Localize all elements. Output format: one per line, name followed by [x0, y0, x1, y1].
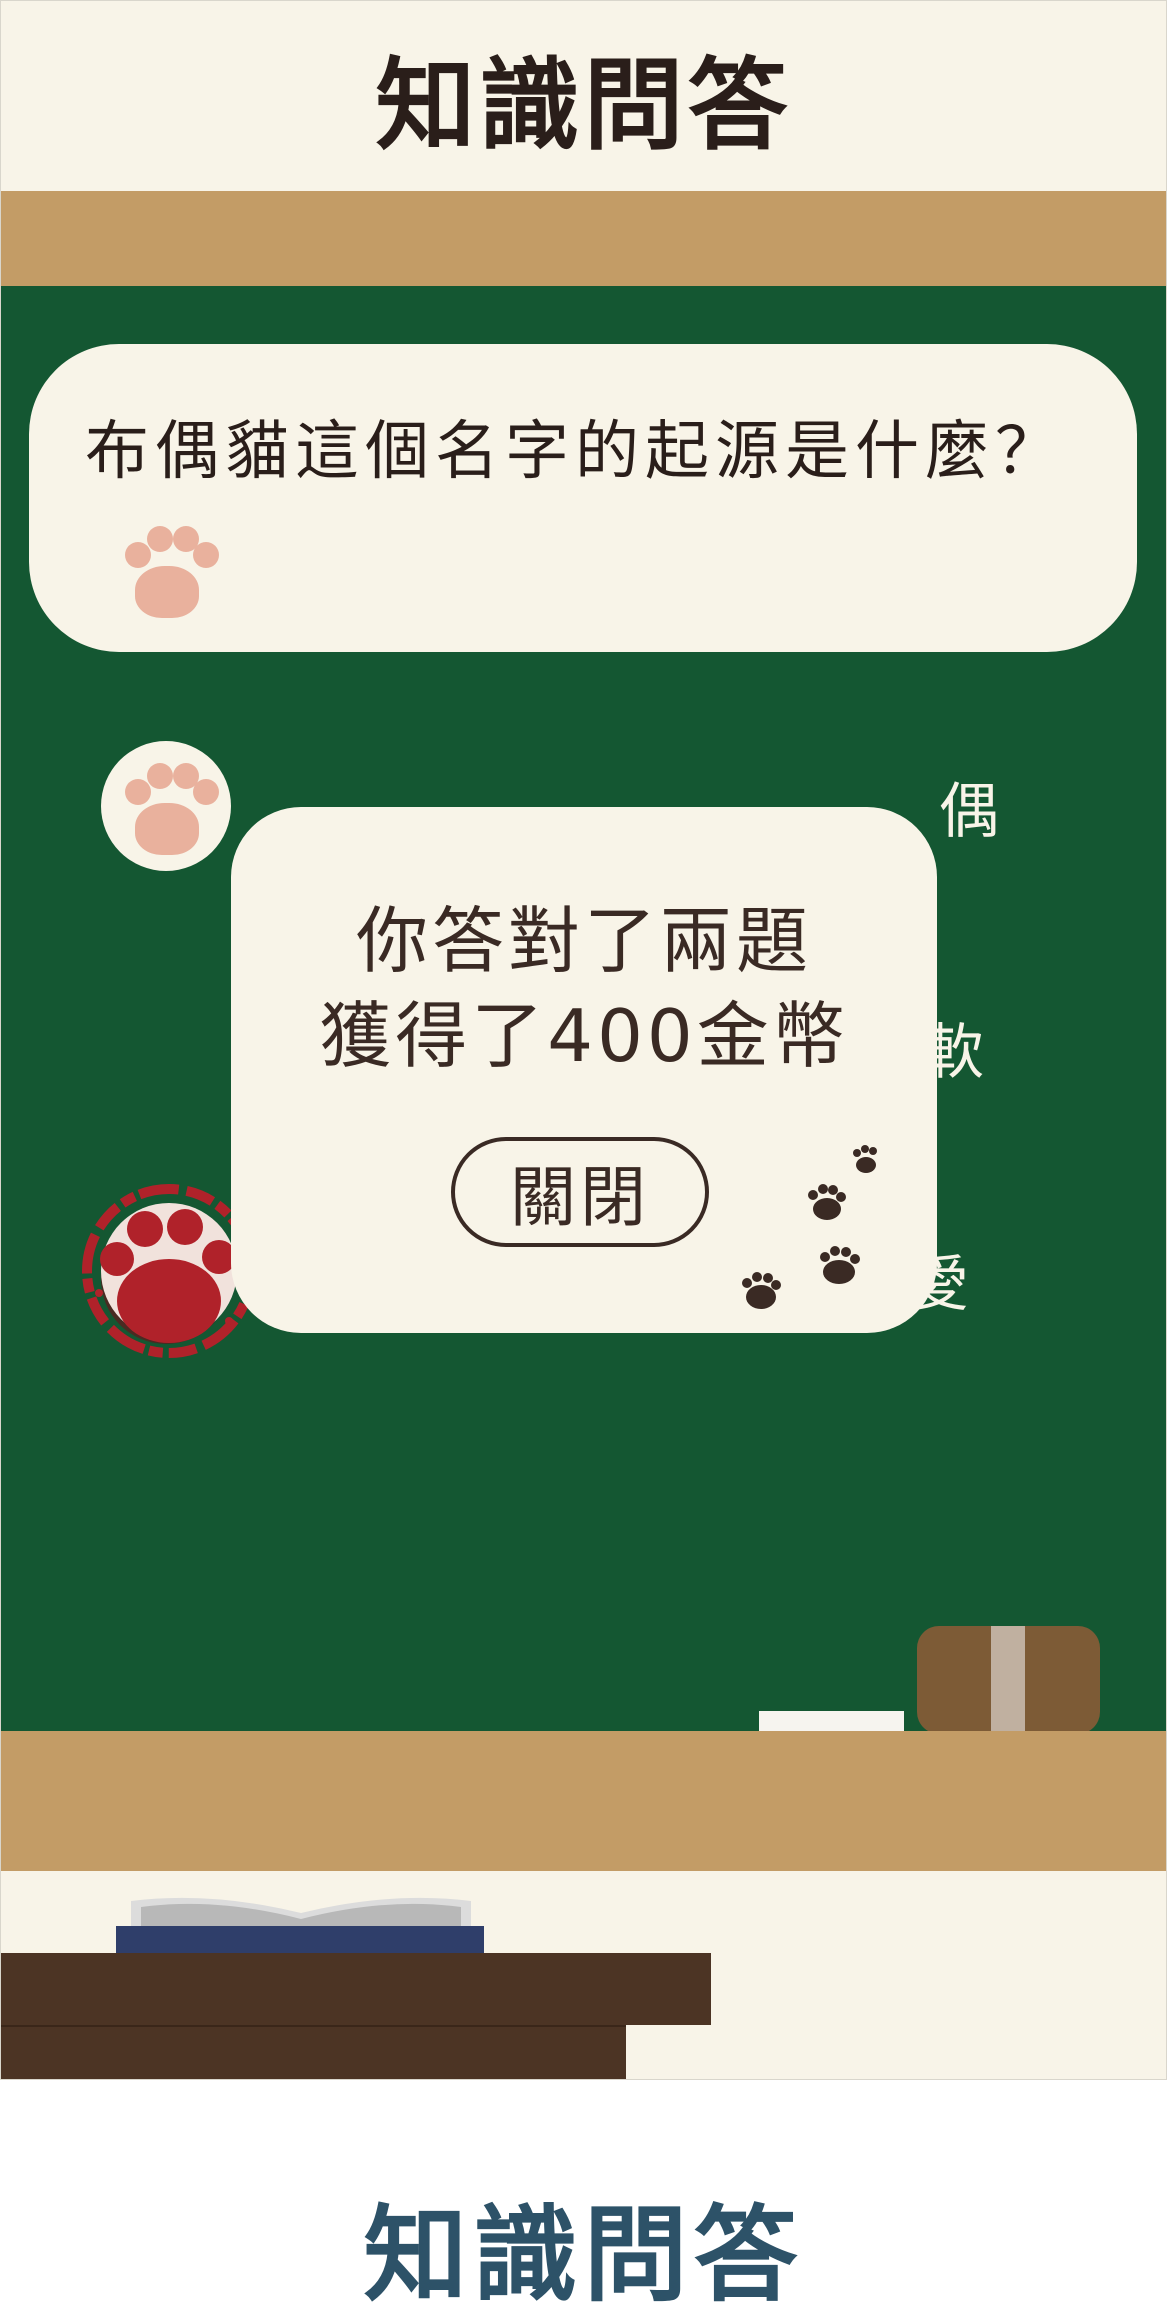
chalk-stick — [759, 1711, 904, 1731]
quiz-screen: 知識問答 布偶貓這個名字的起源是什麼？ 體型與一般布偶娃娃 偶 柔軟 — [0, 0, 1167, 2080]
footer-caption: 知識問答 — [363, 2194, 804, 2316]
answer-option-1[interactable]: 體型與一般布偶娃娃 — [101, 504, 974, 634]
result-message-line2: 獲得了400金幣 — [319, 994, 849, 1078]
chalkboard-eraser — [917, 1626, 1100, 1734]
answer-option-label: 體型與一般布偶娃娃 — [389, 539, 974, 610]
open-book-pages — [131, 1897, 471, 1931]
result-message-line1: 你答對了兩題 — [355, 899, 812, 983]
desk-top — [1, 1953, 711, 2025]
desk-front — [1, 2025, 626, 2079]
answer-option-label: 偶 — [939, 776, 1004, 847]
paw-icon — [101, 504, 231, 634]
page-title: 知識問答 — [375, 46, 792, 164]
paw-icon — [101, 741, 231, 871]
chalkboard-frame-bottom — [1, 1731, 1166, 1871]
chalkboard-frame-top — [1, 191, 1166, 286]
close-button[interactable]: 關閉 — [451, 1137, 709, 1247]
book-cover — [116, 1926, 484, 1954]
answer-option-2[interactable]: 偶 — [101, 741, 1004, 871]
eraser-band — [991, 1626, 1025, 1734]
header-bar: 知識問答 — [1, 1, 1166, 191]
paw-prints-icon — [742, 1145, 877, 1309]
result-dialog: 你答對了兩題 獲得了400金幣 關閉 — [231, 807, 937, 1333]
